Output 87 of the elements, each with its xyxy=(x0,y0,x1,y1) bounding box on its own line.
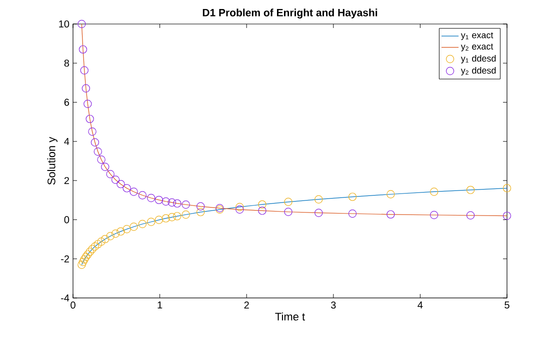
point xyxy=(78,260,86,269)
point xyxy=(138,191,147,200)
point xyxy=(84,250,92,259)
point xyxy=(314,195,323,204)
point xyxy=(466,186,475,194)
point xyxy=(84,100,92,108)
point xyxy=(82,84,90,92)
point xyxy=(430,210,438,220)
point xyxy=(97,238,106,246)
point xyxy=(82,252,90,261)
point xyxy=(88,244,96,254)
point xyxy=(101,162,110,171)
x-tick-label: 1 xyxy=(158,302,162,308)
point xyxy=(236,205,244,214)
point xyxy=(116,227,125,236)
point xyxy=(162,197,170,206)
point xyxy=(78,20,86,28)
point xyxy=(88,128,96,136)
point xyxy=(162,214,170,222)
point xyxy=(182,200,190,209)
point xyxy=(101,234,110,244)
y-tick-label: -4 xyxy=(61,294,70,302)
y-tick-label: 0 xyxy=(64,216,70,224)
point xyxy=(314,208,323,217)
point xyxy=(173,212,182,220)
x-tick-label: 4 xyxy=(418,302,423,308)
point xyxy=(111,176,120,184)
point xyxy=(430,188,438,196)
point xyxy=(258,200,266,209)
point xyxy=(348,210,357,218)
point xyxy=(466,211,475,220)
point xyxy=(386,190,395,198)
chart-title: D1 Problem of Enright and Hayashi xyxy=(202,8,378,18)
point xyxy=(90,242,100,251)
point xyxy=(196,202,205,210)
legend-label: y$_{2}$ ddesd xyxy=(460,67,496,76)
point xyxy=(154,196,164,204)
point xyxy=(386,210,395,219)
y-axis-title: Solution y xyxy=(47,136,58,185)
y-tick-label: 4 xyxy=(64,138,70,145)
point xyxy=(168,198,176,207)
point xyxy=(502,184,512,192)
point xyxy=(236,202,244,212)
point xyxy=(106,232,114,240)
legend-label: y$_{1}$ exact xyxy=(460,32,494,40)
point xyxy=(90,138,100,146)
point xyxy=(154,216,164,224)
x-tick-label: 3 xyxy=(330,302,336,309)
point xyxy=(138,220,147,228)
point xyxy=(182,210,190,219)
point xyxy=(284,198,292,206)
y-tick-label: -2 xyxy=(61,255,69,262)
legend-label: y$_{1}$ ddesd xyxy=(460,54,496,64)
y-tick-label: 6 xyxy=(64,98,70,106)
y-tick-label: 10 xyxy=(59,20,70,28)
point xyxy=(168,213,176,222)
point xyxy=(258,206,266,215)
point xyxy=(94,240,102,248)
point xyxy=(147,218,156,226)
x-tick-label: 2 xyxy=(244,302,249,308)
point xyxy=(173,199,182,208)
point xyxy=(502,212,512,220)
x-tick-label: 0 xyxy=(70,302,76,309)
point xyxy=(78,258,88,266)
point xyxy=(78,45,88,54)
point xyxy=(122,224,131,234)
point xyxy=(111,230,120,238)
point xyxy=(196,208,205,216)
point xyxy=(106,170,114,178)
y-tick-label: 8 xyxy=(64,60,70,67)
point xyxy=(80,66,88,74)
point xyxy=(122,184,131,192)
point xyxy=(97,156,106,164)
y-tick-label: 2 xyxy=(64,177,69,184)
point xyxy=(86,248,94,256)
x-tick-label: 5 xyxy=(504,302,510,308)
point xyxy=(130,222,138,231)
point xyxy=(86,114,94,124)
point xyxy=(94,147,102,156)
point xyxy=(147,194,156,202)
point xyxy=(130,188,138,196)
x-axis-title: Time t xyxy=(275,312,305,321)
point xyxy=(284,208,292,216)
point xyxy=(116,180,125,188)
point xyxy=(80,255,88,264)
legend-label: y$_{2}$ exact xyxy=(460,44,494,52)
point xyxy=(348,192,357,201)
